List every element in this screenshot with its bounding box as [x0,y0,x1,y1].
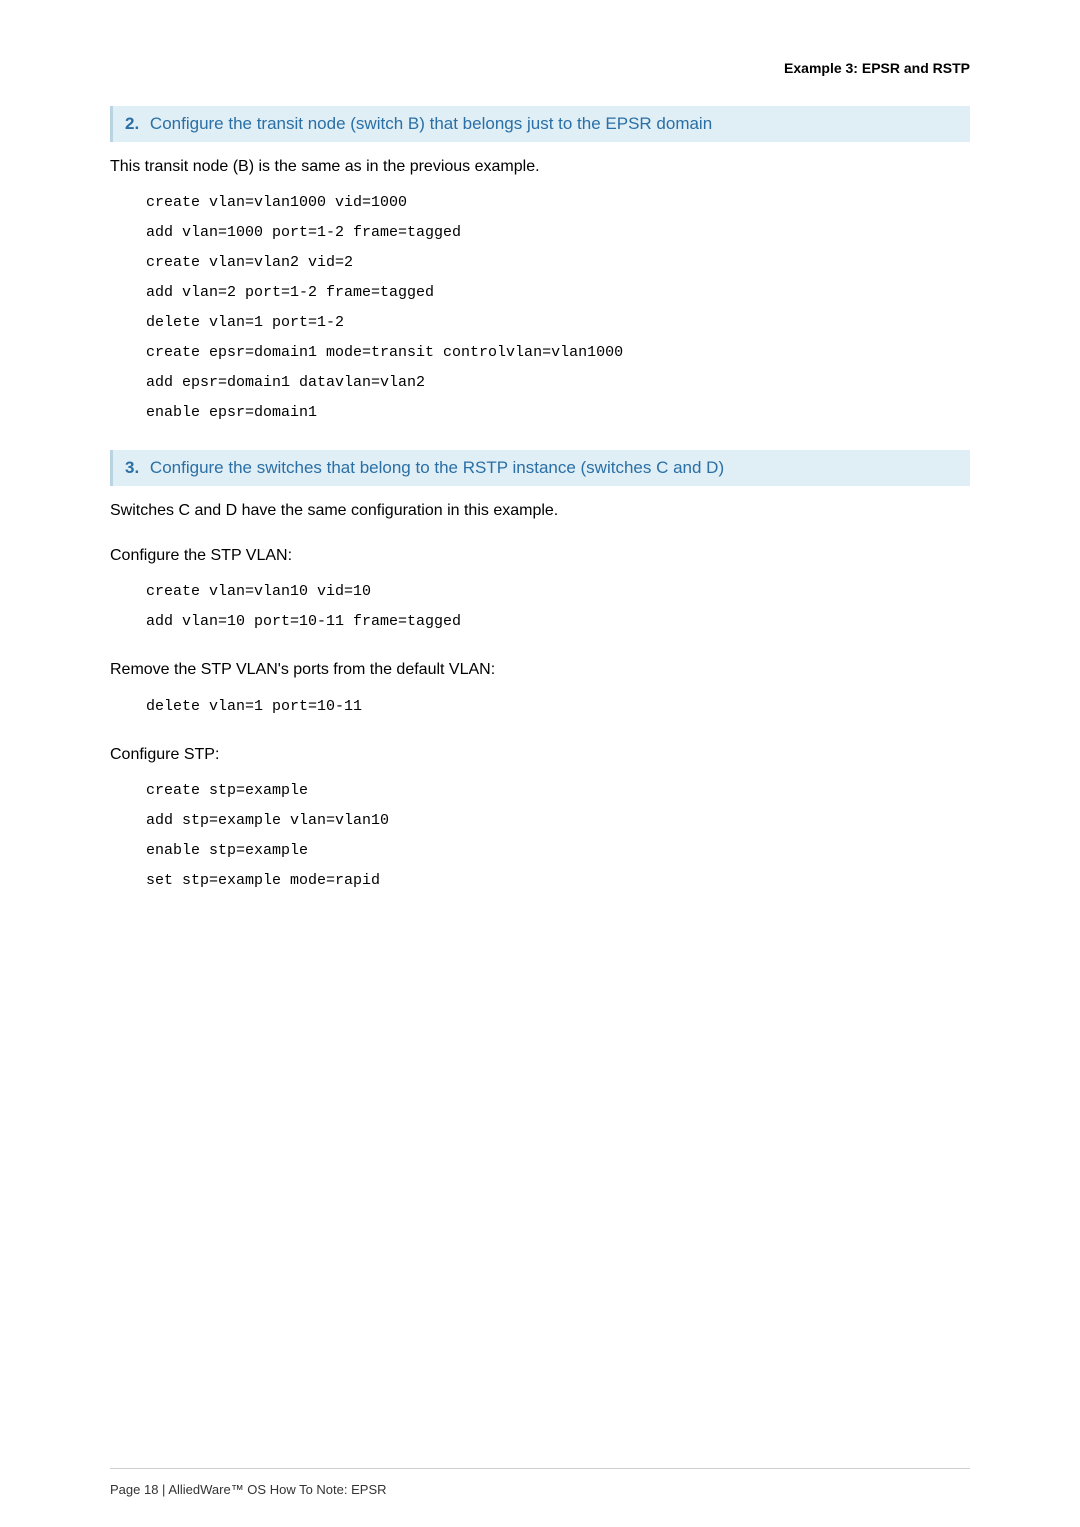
page-header-right: Example 3: EPSR and RSTP [110,60,970,76]
step-3-sub2-code: delete vlan=1 port=10-11 [146,692,970,722]
step-3-sub3-label: Configure STP: [110,744,970,766]
step-3-sub2-label: Remove the STP VLAN's ports from the def… [110,659,970,681]
step-3-number: 3. [125,458,139,477]
step-3-heading: 3. Configure the switches that belong to… [110,450,970,486]
step-2-intro: This transit node (B) is the same as in … [110,156,970,178]
step-2-number: 2. [125,114,139,133]
step-3-intro: Switches C and D have the same configura… [110,500,970,522]
page-content: Example 3: EPSR and RSTP 2. Configure th… [0,0,1080,896]
footer-divider [110,1468,970,1469]
step-2-heading: 2. Configure the transit node (switch B)… [110,106,970,142]
step-3-sub1-code: create vlan=vlan10 vid=10 add vlan=10 po… [146,577,970,637]
step-3-sub3-code: create stp=example add stp=example vlan=… [146,776,970,896]
step-2-title: Configure the transit node (switch B) th… [150,114,712,133]
step-2-code: create vlan=vlan1000 vid=1000 add vlan=1… [146,188,970,428]
footer-text: Page 18 | AlliedWare™ OS How To Note: EP… [110,1482,387,1497]
step-3-sub1-label: Configure the STP VLAN: [110,545,970,567]
step-3-title: Configure the switches that belong to th… [150,458,724,477]
